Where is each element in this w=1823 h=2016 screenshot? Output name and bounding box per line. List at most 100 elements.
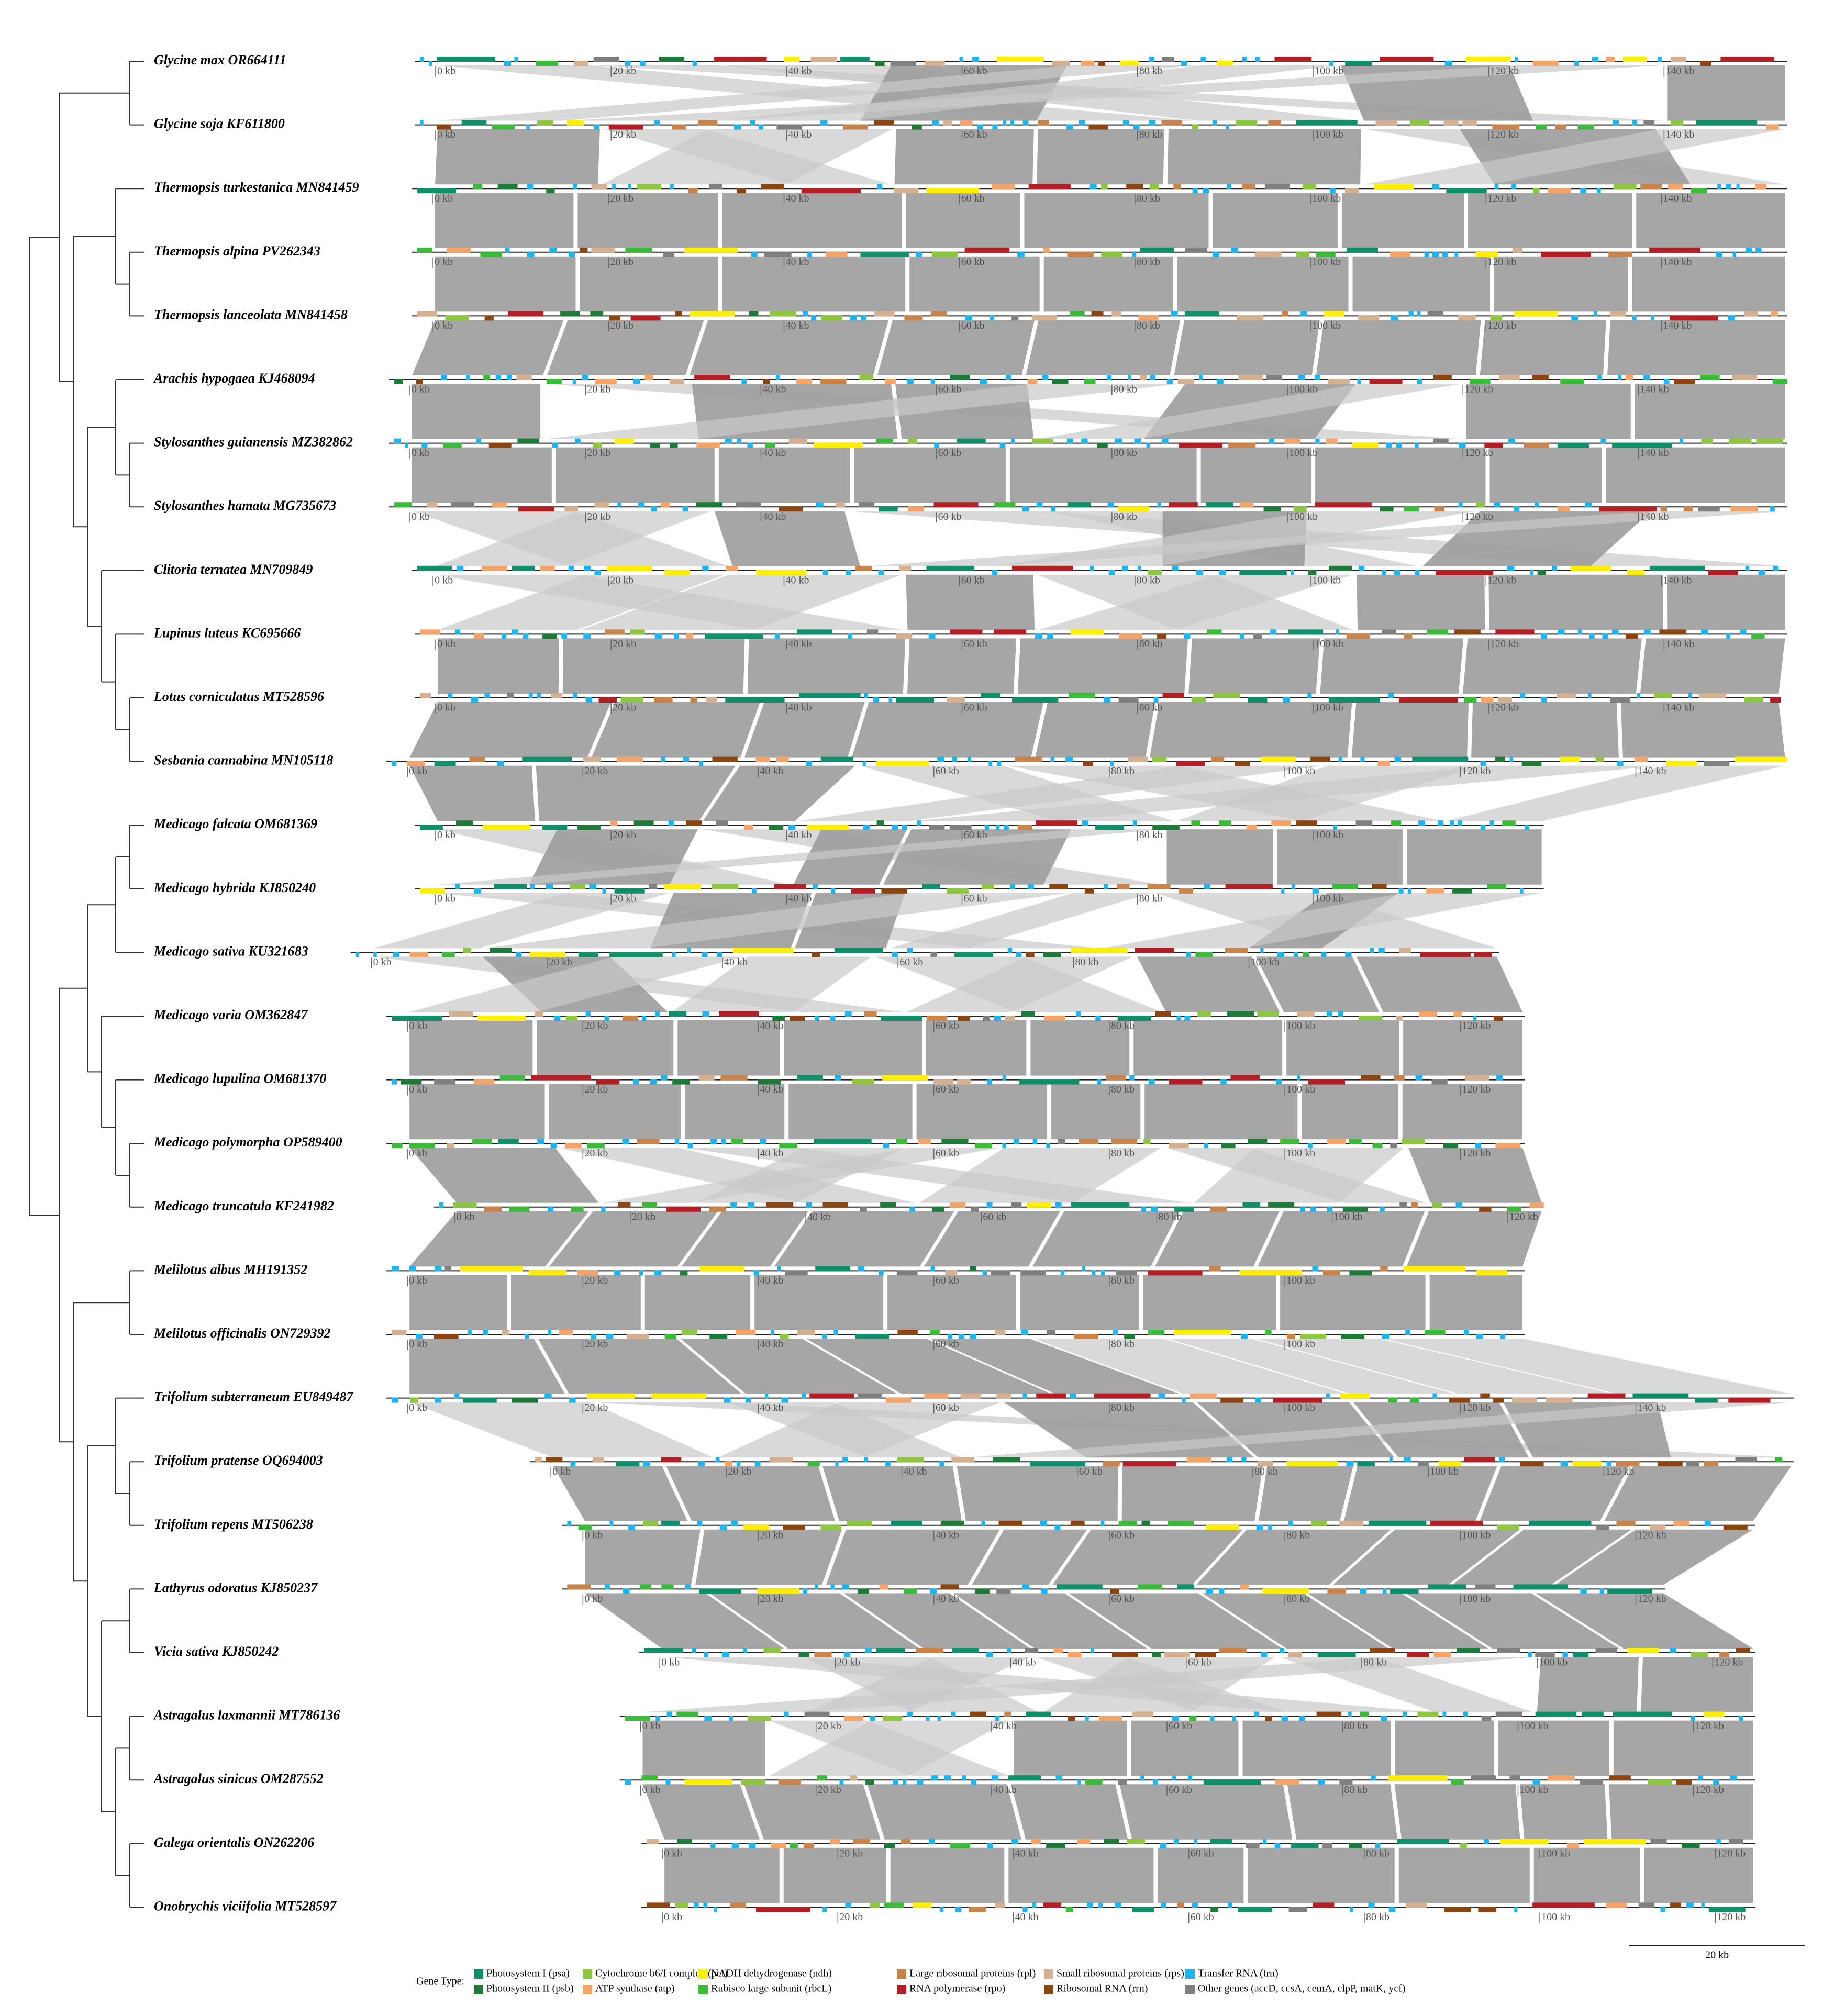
gene xyxy=(1616,1461,1640,1467)
gene xyxy=(512,565,535,571)
gene xyxy=(1021,1011,1035,1017)
gene xyxy=(604,1016,609,1021)
legend-swatch xyxy=(897,1969,906,1979)
gene xyxy=(1065,1907,1073,1912)
gene xyxy=(709,1334,728,1339)
gene xyxy=(1345,61,1372,66)
gene xyxy=(1439,1461,1461,1467)
gene xyxy=(754,1461,761,1467)
gene xyxy=(463,1397,497,1403)
gene xyxy=(688,188,698,194)
gene xyxy=(725,697,785,703)
gene xyxy=(997,761,1002,766)
gene xyxy=(930,952,938,957)
gene xyxy=(714,57,767,62)
gene xyxy=(1454,629,1481,635)
gene xyxy=(1092,1270,1096,1276)
gene xyxy=(1738,1716,1743,1721)
gene xyxy=(1390,1588,1419,1594)
gene xyxy=(811,952,820,957)
gene xyxy=(523,633,529,639)
synteny-band xyxy=(1494,256,1628,312)
synteny-band xyxy=(1038,384,1462,439)
gene xyxy=(1326,1393,1330,1399)
gene xyxy=(421,442,428,448)
gene xyxy=(858,1266,864,1272)
gene xyxy=(643,1520,658,1526)
gene xyxy=(659,57,685,62)
gene xyxy=(610,820,618,826)
gene xyxy=(972,57,980,62)
gene xyxy=(847,1520,873,1526)
gene xyxy=(1057,1584,1103,1590)
synteny-band xyxy=(1026,320,1181,375)
gene xyxy=(1606,57,1615,62)
gene xyxy=(933,1079,953,1085)
synteny-band xyxy=(585,1529,701,1585)
kb-label: 80 kb xyxy=(1111,765,1135,777)
gene xyxy=(1345,952,1352,957)
species-name: Astragalus laxmannii MT786136 xyxy=(153,1708,340,1723)
kb-label: 80 kb xyxy=(1344,1784,1368,1796)
gene xyxy=(1327,1206,1333,1212)
gene xyxy=(1181,61,1187,66)
gene xyxy=(593,57,619,62)
gene xyxy=(419,629,440,635)
synteny-band xyxy=(581,574,902,630)
gene xyxy=(564,506,579,512)
gene xyxy=(1600,438,1607,444)
kb-label: 100 kb xyxy=(1315,829,1343,841)
gene xyxy=(933,502,979,508)
gene xyxy=(876,761,929,766)
synteny-band xyxy=(1535,1593,1753,1649)
gene xyxy=(639,61,646,66)
gene xyxy=(1654,693,1672,698)
gene xyxy=(1004,1711,1011,1717)
gene xyxy=(1443,120,1459,126)
gene xyxy=(1390,251,1410,257)
gene xyxy=(550,1143,557,1149)
gene xyxy=(912,124,922,130)
genome-track: 0 kb 20 kb 40 kb 60 kb 80 kb 100 kb 120 kb xyxy=(562,1584,1666,1605)
gene xyxy=(1480,761,1486,766)
gene xyxy=(769,825,784,830)
kb-label: 100 kb xyxy=(1251,956,1280,968)
gene xyxy=(1736,1648,1750,1653)
gene xyxy=(1404,1457,1411,1463)
synteny-band xyxy=(549,1084,681,1140)
gene xyxy=(807,251,812,257)
gene xyxy=(1374,184,1414,190)
gene xyxy=(858,1588,869,1594)
synteny-band xyxy=(1032,1211,1180,1267)
gene xyxy=(663,251,675,257)
gene xyxy=(1676,1779,1692,1785)
gene xyxy=(1068,1716,1075,1721)
kb-label: 60 kb xyxy=(1079,1466,1103,1477)
gene xyxy=(1617,761,1624,766)
gene xyxy=(881,1016,922,1021)
kb-label: 60 kb xyxy=(964,893,987,904)
gene xyxy=(1493,1397,1504,1403)
gene xyxy=(392,1397,398,1403)
gene xyxy=(1481,697,1494,703)
gene xyxy=(1427,311,1443,317)
species-name: Glycine soja KF611800 xyxy=(154,116,285,131)
kb-label: 0 kb xyxy=(409,1148,427,1159)
gene xyxy=(544,1393,552,1399)
gene xyxy=(409,1266,416,1272)
gene xyxy=(690,697,697,703)
gene xyxy=(888,697,893,703)
synteny-band xyxy=(1307,1593,1488,1649)
gene xyxy=(1168,1520,1194,1526)
gene xyxy=(1149,57,1155,62)
kb-label: 100 kb xyxy=(1520,1784,1549,1796)
gene xyxy=(670,184,674,190)
gene xyxy=(1536,124,1547,130)
gene xyxy=(1152,756,1167,762)
synteny-band xyxy=(1194,1148,1404,1203)
gene xyxy=(1580,1779,1603,1785)
gene xyxy=(1660,506,1667,512)
gene xyxy=(1274,1843,1281,1848)
gene xyxy=(1312,1266,1319,1272)
gene xyxy=(992,570,998,575)
